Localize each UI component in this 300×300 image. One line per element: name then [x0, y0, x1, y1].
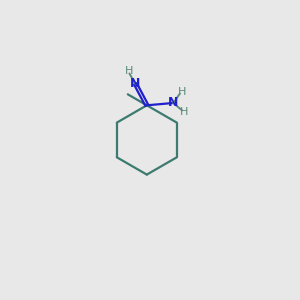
Text: N: N	[130, 77, 141, 90]
Text: N: N	[168, 97, 178, 110]
Text: H: H	[178, 87, 186, 97]
Text: H: H	[180, 107, 188, 117]
Text: H: H	[125, 66, 134, 76]
